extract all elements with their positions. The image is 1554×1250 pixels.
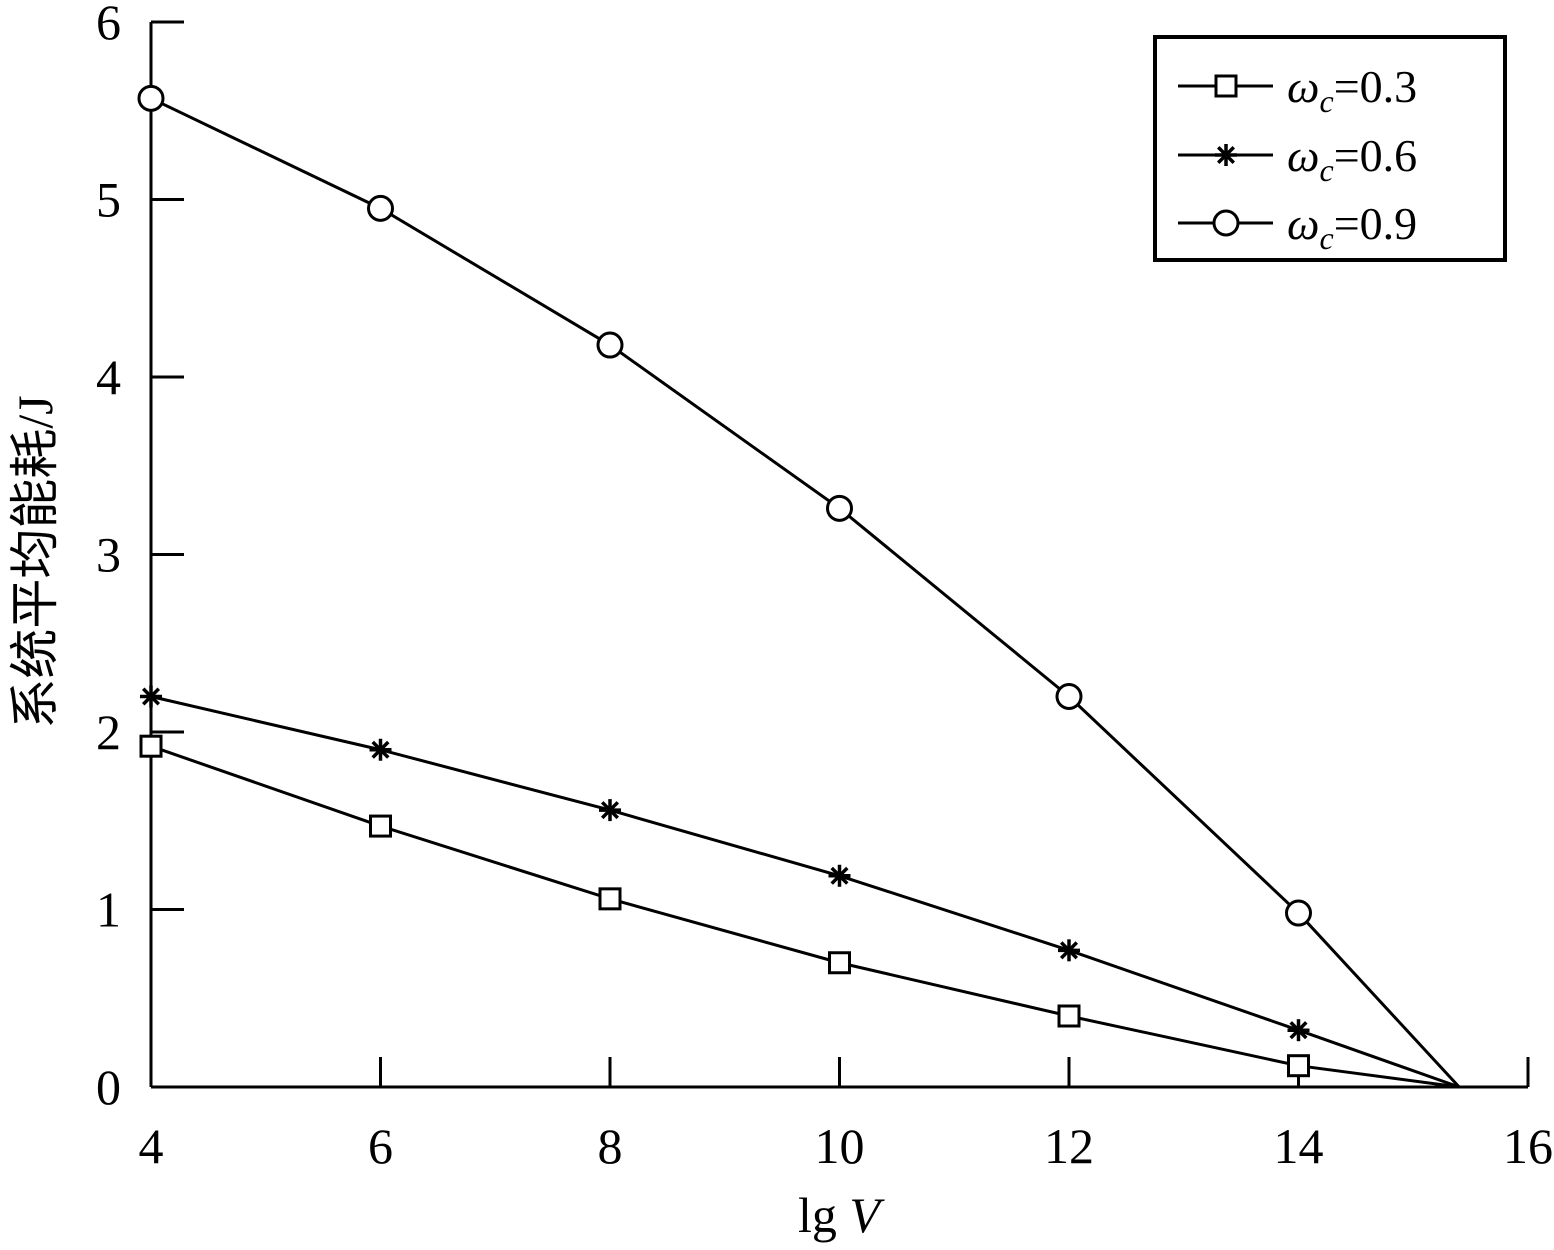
- x-ticks: 4 6 8 10 12 14 16: [139, 1057, 1553, 1174]
- y-tick-label: 5: [96, 172, 121, 228]
- y-tick-label: 3: [96, 527, 121, 583]
- data-point-star: [828, 864, 851, 887]
- y-tick-label: 2: [96, 704, 121, 760]
- y-axis-label: 系统平均能耗/J: [7, 395, 63, 728]
- data-point-square: [828, 951, 851, 975]
- data-point-circle: [596, 331, 624, 359]
- data-point-star: [1287, 1019, 1310, 1042]
- data-point-square: [1057, 1004, 1081, 1028]
- x-tick-label: 4: [139, 1118, 164, 1174]
- x-tick-label: 10: [815, 1118, 865, 1174]
- data-point-square: [369, 814, 392, 838]
- legend-item: ωc=0.9: [1178, 198, 1417, 256]
- data-point-square: [598, 887, 622, 911]
- data-point-circle: [137, 84, 165, 112]
- data-point-circle: [1285, 899, 1312, 927]
- x-tick-label: 12: [1044, 1118, 1094, 1174]
- legend-item: ωc=0.3: [1178, 61, 1417, 119]
- data-point-square: [139, 734, 163, 758]
- x-axis-label: lg V: [798, 1187, 885, 1243]
- data-point-circle: [367, 194, 394, 222]
- x-tick-label: 14: [1274, 1118, 1324, 1174]
- legend-marker-square: [1214, 74, 1238, 98]
- legend-marker-circle: [1212, 209, 1240, 237]
- x-tick-label: 16: [1503, 1118, 1553, 1174]
- legend: ωc=0.3 ωc=0.6 ωc=0.9: [1153, 35, 1507, 262]
- data-point-star: [369, 738, 392, 761]
- legend-label: ωc=0.6: [1287, 130, 1417, 188]
- series-line-square: [150, 744, 1460, 1089]
- series-markers: [137, 84, 1312, 1078]
- y-tick-label: 4: [96, 349, 121, 405]
- legend-marker-star: [1215, 144, 1237, 166]
- data-point-star: [140, 685, 162, 708]
- x-tick-label: 6: [368, 1118, 393, 1174]
- series-line-star: [150, 695, 1460, 1089]
- data-point-circle: [826, 494, 853, 522]
- legend-label: ωc=0.9: [1287, 198, 1417, 256]
- y-ticks: 0 1 2 3 4 5 6: [96, 0, 184, 1115]
- data-point-square: [1287, 1054, 1310, 1078]
- y-tick-label: 6: [96, 0, 121, 50]
- x-tick-label: 8: [598, 1118, 623, 1174]
- data-point-star: [599, 799, 621, 822]
- legend-item: ωc=0.6: [1178, 130, 1417, 188]
- y-tick-label: 0: [96, 1059, 121, 1115]
- y-tick-label: 1: [96, 882, 121, 938]
- data-point-star: [1058, 939, 1080, 962]
- data-point-circle: [1055, 683, 1083, 710]
- legend-label: ωc=0.3: [1287, 61, 1417, 119]
